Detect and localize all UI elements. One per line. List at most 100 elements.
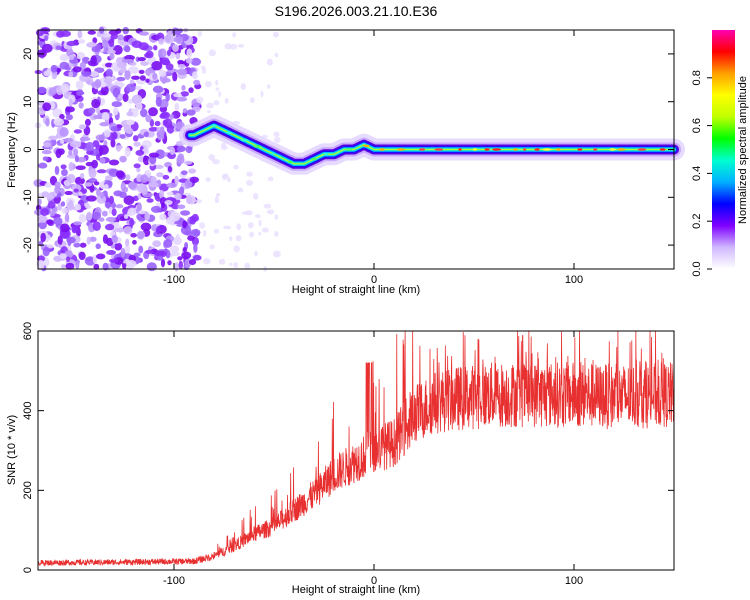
spectrogram-cell: [172, 236, 183, 246]
spectrogram-cell: [203, 257, 211, 265]
spectrogram-cell: [172, 44, 179, 52]
spectrogram-hotspot: [434, 148, 444, 151]
spectrogram-cell: [117, 34, 124, 41]
spectrogram-hotspot: [271, 152, 275, 155]
snr-xtick-label: -100: [163, 575, 185, 587]
spectrogram-cell: [167, 165, 173, 173]
spectrogram-cell: [140, 61, 149, 66]
spectrogram-cell: [193, 242, 198, 253]
spectrogram-hotspot: [379, 148, 385, 151]
spectrogram-cell: [137, 155, 144, 163]
spectrogram-cell: [69, 140, 81, 148]
spectrogram-cell: [206, 109, 211, 113]
spectrogram-cell: [176, 68, 188, 76]
spectrogram-cell: [65, 114, 73, 121]
spectrogram-cell: [91, 159, 99, 169]
colorbar-tick-label: 0.8: [691, 70, 703, 85]
spectrogram-cell: [120, 247, 126, 258]
spectrogram-cell: [73, 221, 82, 226]
spectrogram-cell: [91, 98, 101, 109]
spectrogram-cell: [267, 176, 274, 182]
spectrogram-cell: [184, 179, 193, 189]
spectrogram-cell: [42, 156, 49, 162]
spectrogram-cell: [125, 238, 130, 247]
spectrogram-hotspot: [637, 148, 647, 151]
spectrogram-cell: [235, 235, 242, 242]
spectrogram-cell: [166, 49, 171, 56]
spectrogram-cell: [205, 177, 211, 182]
spectrogram-cell: [90, 55, 97, 66]
spectrogram-cell: [86, 211, 93, 221]
spectrogram-cell: [138, 210, 146, 215]
spectrogram-cell: [192, 231, 200, 237]
spectrogram-cell: [65, 106, 75, 113]
spectrogram-cell: [68, 161, 74, 172]
spectrogram-cell: [123, 214, 129, 219]
spectrogram-cell: [40, 232, 46, 243]
spectrogram-cell: [163, 238, 173, 248]
spectrogram-cell: [96, 169, 107, 174]
spectrogram-cell: [158, 48, 167, 59]
spectrogram-cell: [104, 201, 112, 209]
spectrogram-cell: [232, 32, 237, 38]
spectrogram-cell: [146, 262, 157, 272]
spectrogram-cell: [86, 42, 97, 48]
spectrogram-cell: [100, 85, 109, 96]
spectrogram-cell: [260, 90, 264, 98]
spectrogram-cell: [68, 54, 75, 60]
spectrogram-cell: [50, 64, 58, 73]
spectrogram-cell: [169, 245, 180, 254]
spectrogram-cell: [213, 228, 220, 234]
spectrogram-cell: [89, 236, 97, 242]
spectrogram-cell: [64, 213, 70, 224]
spectrogram-cell: [209, 244, 215, 250]
spectrogram-cell: [134, 85, 142, 90]
spectrogram-cell: [188, 168, 197, 174]
spectrogram-cell: [191, 71, 198, 80]
spectrogram-cell: [73, 188, 79, 193]
spectrogram-cell: [38, 162, 48, 169]
spectrogram-cell: [53, 118, 65, 126]
spectrogram-cell: [126, 111, 134, 117]
spectrogram-image: [33, 25, 281, 272]
spectrogram-cell: [187, 235, 195, 241]
snr-ytick-label: 400: [22, 401, 34, 419]
spectrogram-hotspot: [396, 148, 405, 151]
spectrogram-cell: [127, 207, 137, 216]
spectrogram-cell: [162, 174, 170, 180]
spectrogram-cell: [145, 50, 154, 59]
spectrogram-cell: [253, 192, 259, 200]
spectrogram-cell: [72, 225, 79, 233]
spectrogram-cell: [93, 181, 100, 186]
spectrogram-cell: [91, 46, 101, 53]
spectrogram-cell: [115, 145, 123, 150]
spectrogram-cell: [139, 108, 148, 118]
snr-ytick-label: 600: [22, 322, 34, 340]
spectrogram-cell: [152, 240, 162, 248]
spectrogram-cell: [105, 216, 117, 223]
spectrogram-cell: [150, 205, 162, 213]
spectrogram-cell: [126, 119, 135, 126]
spectrogram-cell: [171, 203, 180, 210]
spectrogram-cell: [99, 157, 106, 164]
spectrogram-cell: [86, 149, 94, 155]
spectrogram-cell: [101, 39, 109, 49]
spectrogram-cell: [218, 258, 226, 265]
spectrogram-cell: [229, 43, 238, 50]
spectrogram-cell: [254, 214, 261, 219]
spectrogram-cell: [45, 219, 54, 225]
spectrogram-hotspot: [363, 144, 370, 148]
spectrogram-hotspot: [523, 148, 527, 151]
spectrogram-cell: [75, 259, 80, 270]
spectrogram-cell: [108, 159, 120, 166]
spectrogram-cell: [150, 176, 157, 184]
spectrogram-cell: [246, 171, 253, 177]
spectrogram-cell: [222, 174, 227, 180]
spectrogram-hotspot: [458, 148, 462, 151]
spectrogram-cell: [165, 63, 174, 71]
spectrogram-cell: [140, 185, 148, 195]
spectrogram-hotspot: [577, 148, 583, 151]
spectrogram-cell: [198, 222, 206, 229]
spectrogram-cell: [169, 113, 174, 120]
